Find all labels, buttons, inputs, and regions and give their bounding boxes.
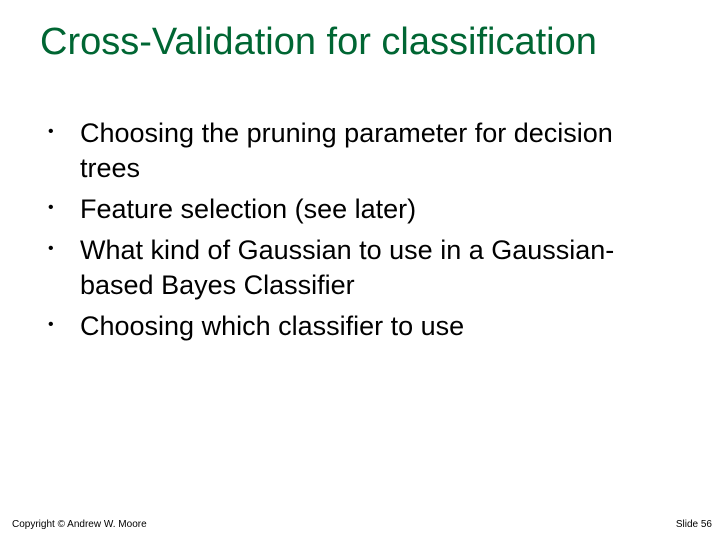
- slide-content: Choosing the pruning parameter for decis…: [0, 76, 720, 345]
- list-item: Feature selection (see later): [40, 192, 680, 227]
- list-item: What kind of Gaussian to use in a Gaussi…: [40, 233, 680, 303]
- slide-container: Cross-Validation for classification Choo…: [0, 0, 720, 540]
- footer-slide-number: Slide 56: [676, 519, 712, 530]
- list-item: Choosing the pruning parameter for decis…: [40, 116, 680, 186]
- bullet-list: Choosing the pruning parameter for decis…: [40, 116, 680, 345]
- slide-title: Cross-Validation for classification: [0, 0, 720, 76]
- list-item: Choosing which classifier to use: [40, 309, 680, 344]
- footer-copyright: Copyright © Andrew W. Moore: [12, 519, 147, 530]
